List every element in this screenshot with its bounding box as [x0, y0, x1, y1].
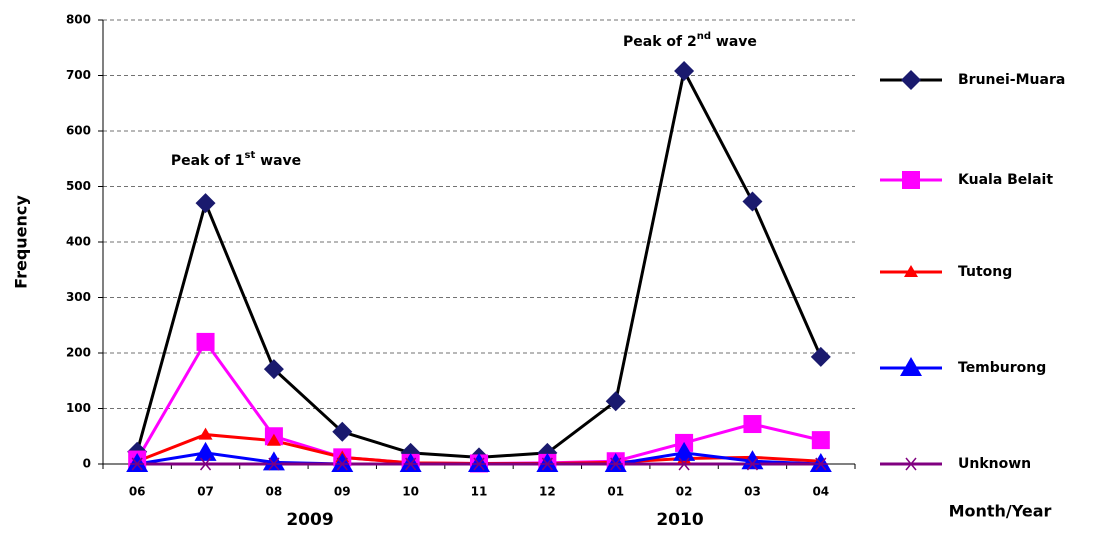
- annotation-sup: st: [245, 150, 256, 161]
- annotation: Peak of 2nd wave: [623, 31, 757, 50]
- x-axis-label: Month/Year: [949, 502, 1052, 521]
- x-tick-label: 09: [334, 485, 351, 499]
- x-tick-label: 07: [197, 485, 214, 499]
- y-tick-label: 200: [66, 346, 91, 360]
- legend-marker: [904, 265, 918, 277]
- annotation-text: Peak of 1: [171, 153, 245, 169]
- annotation-text: Peak of 2: [623, 34, 697, 50]
- legend-label: Brunei-Muara: [958, 72, 1065, 88]
- legend-marker: [902, 171, 920, 189]
- marker: [673, 441, 696, 461]
- marker: [472, 457, 486, 471]
- y-tick-label: 700: [66, 68, 91, 82]
- marker: [745, 457, 760, 471]
- y-axis-label: Frequency: [12, 195, 31, 289]
- marker: [399, 453, 422, 472]
- marker: [605, 391, 626, 412]
- marker: [266, 457, 281, 471]
- marker: [262, 451, 285, 471]
- marker: [263, 359, 284, 380]
- year-label: 2009: [286, 510, 333, 530]
- y-tick-label: 600: [66, 124, 91, 138]
- marker: [332, 421, 353, 442]
- y-tick-label: 500: [66, 179, 91, 193]
- marker: [608, 457, 623, 471]
- x-tick-label: 12: [539, 485, 556, 499]
- marker: [194, 441, 217, 461]
- legend-marker: [904, 457, 918, 471]
- x-tick-label: 10: [402, 485, 419, 499]
- marker: [677, 457, 692, 471]
- x-tick-label: 08: [266, 485, 283, 499]
- marker: [266, 433, 281, 446]
- marker: [198, 457, 213, 471]
- legend-marker: [901, 70, 921, 90]
- x-tick-label: 02: [676, 485, 693, 499]
- marker: [335, 457, 350, 471]
- legend-marker: [900, 357, 922, 376]
- marker: [196, 332, 215, 351]
- marker: [674, 61, 695, 82]
- marker: [743, 415, 762, 434]
- marker: [403, 457, 418, 471]
- marker: [331, 453, 354, 472]
- marker: [536, 453, 559, 472]
- x-tick-label: 11: [471, 485, 488, 499]
- x-tick-label: 03: [744, 485, 761, 499]
- marker: [198, 427, 213, 440]
- legend-label: Unknown: [958, 456, 1031, 472]
- y-tick-label: 300: [66, 290, 91, 304]
- series-line: [135, 66, 823, 459]
- marker: [468, 453, 490, 472]
- marker: [813, 457, 828, 471]
- legend-label: Tutong: [958, 264, 1012, 280]
- annotation-rest: wave: [711, 34, 757, 50]
- marker: [809, 453, 832, 472]
- marker: [540, 457, 555, 471]
- x-tick-label: 04: [812, 485, 829, 499]
- annotation-sup: nd: [697, 31, 711, 42]
- annotation-rest: wave: [255, 153, 301, 169]
- year-label: 2010: [656, 510, 703, 530]
- y-tick-label: 800: [66, 13, 91, 27]
- series-line: [135, 339, 822, 465]
- y-tick-label: 400: [66, 235, 91, 249]
- x-tick-label: 06: [129, 485, 146, 499]
- x-tick-label: 01: [607, 485, 624, 499]
- marker: [742, 191, 763, 212]
- legend-label: Temburong: [958, 360, 1046, 376]
- marker: [130, 457, 145, 471]
- marker: [810, 346, 831, 367]
- marker: [811, 431, 830, 450]
- y-tick-label: 100: [66, 401, 91, 415]
- marker: [126, 453, 149, 472]
- marker: [195, 193, 216, 214]
- annotation: Peak of 1st wave: [171, 150, 301, 169]
- legend-label: Kuala Belait: [958, 172, 1053, 188]
- marker: [604, 453, 627, 472]
- y-tick-label: 0: [83, 457, 91, 471]
